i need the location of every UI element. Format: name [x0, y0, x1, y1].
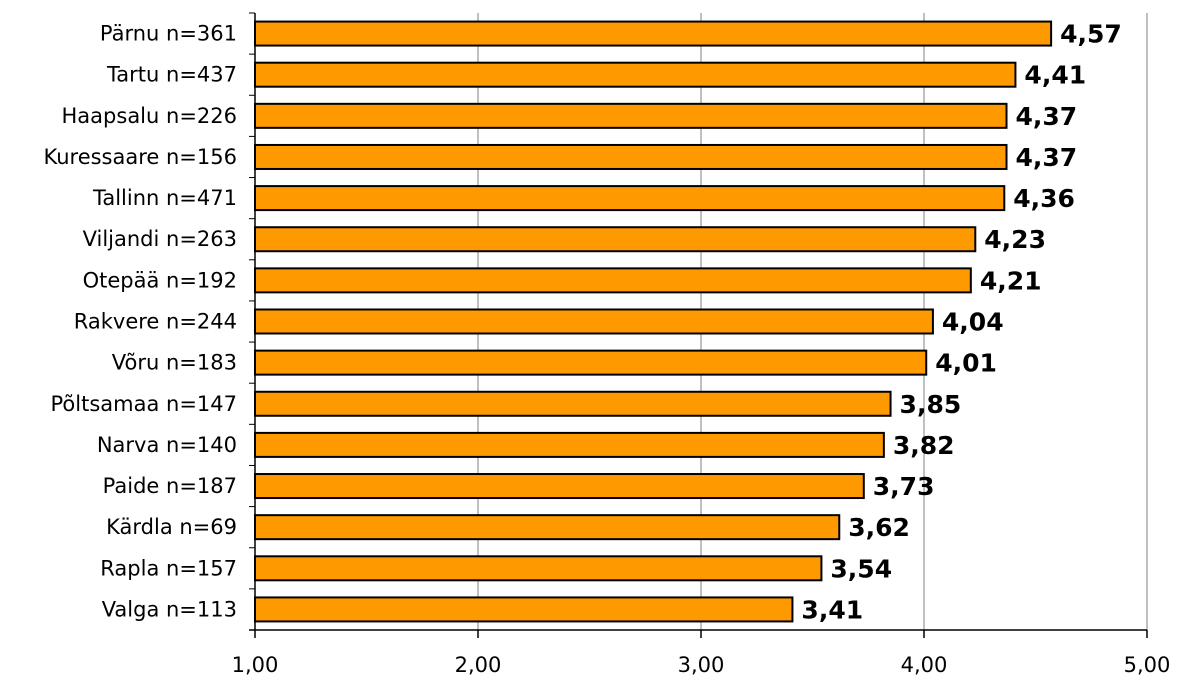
data-label: 4,21 [980, 266, 1042, 295]
data-label: 3,85 [900, 390, 962, 419]
bar [254, 61, 1017, 88]
data-label: 4,41 [1024, 61, 1086, 90]
category-label: Valga n=113 [102, 597, 237, 621]
category-label: Narva n=140 [97, 433, 237, 457]
category-label: Pärnu n=361 [100, 22, 237, 46]
data-label: 4,36 [1013, 184, 1075, 213]
bar [254, 267, 972, 294]
x-tick-label: 1,00 [232, 653, 279, 677]
category-label: Kärdla n=69 [106, 515, 237, 539]
bar [254, 102, 1008, 129]
category-label: Võru n=183 [112, 351, 237, 375]
category-label: Viljandi n=263 [83, 227, 237, 251]
category-label: Kuressaare n=156 [43, 145, 237, 169]
axes [249, 12, 1148, 638]
data-label: 4,57 [1060, 20, 1122, 49]
x-tick-label: 5,00 [1124, 653, 1171, 677]
bar [254, 390, 892, 417]
data-label: 3,82 [893, 431, 955, 460]
bar [254, 514, 841, 541]
labels: Pärnu n=361 4,57 Tartu n=437 4,41 Haapsalu n… [43, 20, 1170, 677]
bar [254, 143, 1008, 170]
category-label: Tartu n=437 [106, 63, 237, 87]
data-label: 4,37 [1016, 102, 1078, 131]
x-tick-label: 4,00 [901, 653, 948, 677]
bar [254, 308, 934, 335]
category-label: Põltsamaa n=147 [51, 392, 238, 416]
category-label: Tallinn n=471 [92, 186, 237, 210]
x-tick-label: 3,00 [678, 653, 725, 677]
category-label: Haapsalu n=226 [62, 104, 237, 128]
bar [254, 431, 885, 458]
data-label: 3,41 [801, 595, 863, 624]
category-label: Rakvere n=244 [74, 310, 237, 334]
bars [254, 20, 1053, 623]
x-tick-label: 2,00 [455, 653, 502, 677]
data-label: 3,62 [848, 513, 910, 542]
bar [254, 20, 1053, 47]
data-label: 4,01 [935, 349, 997, 378]
bar [254, 185, 1006, 212]
category-label: Paide n=187 [103, 474, 237, 498]
category-label: Otepää n=192 [83, 268, 237, 292]
data-label: 4,37 [1016, 143, 1078, 172]
data-label: 3,73 [873, 472, 935, 501]
bar [254, 349, 928, 376]
bar [254, 226, 977, 253]
data-label: 4,23 [984, 225, 1046, 254]
data-label: 4,04 [942, 308, 1004, 337]
bar [254, 555, 823, 582]
data-label: 3,54 [830, 554, 892, 583]
bar [254, 596, 794, 623]
bar [254, 473, 865, 500]
category-label: Rapla n=157 [100, 556, 237, 580]
